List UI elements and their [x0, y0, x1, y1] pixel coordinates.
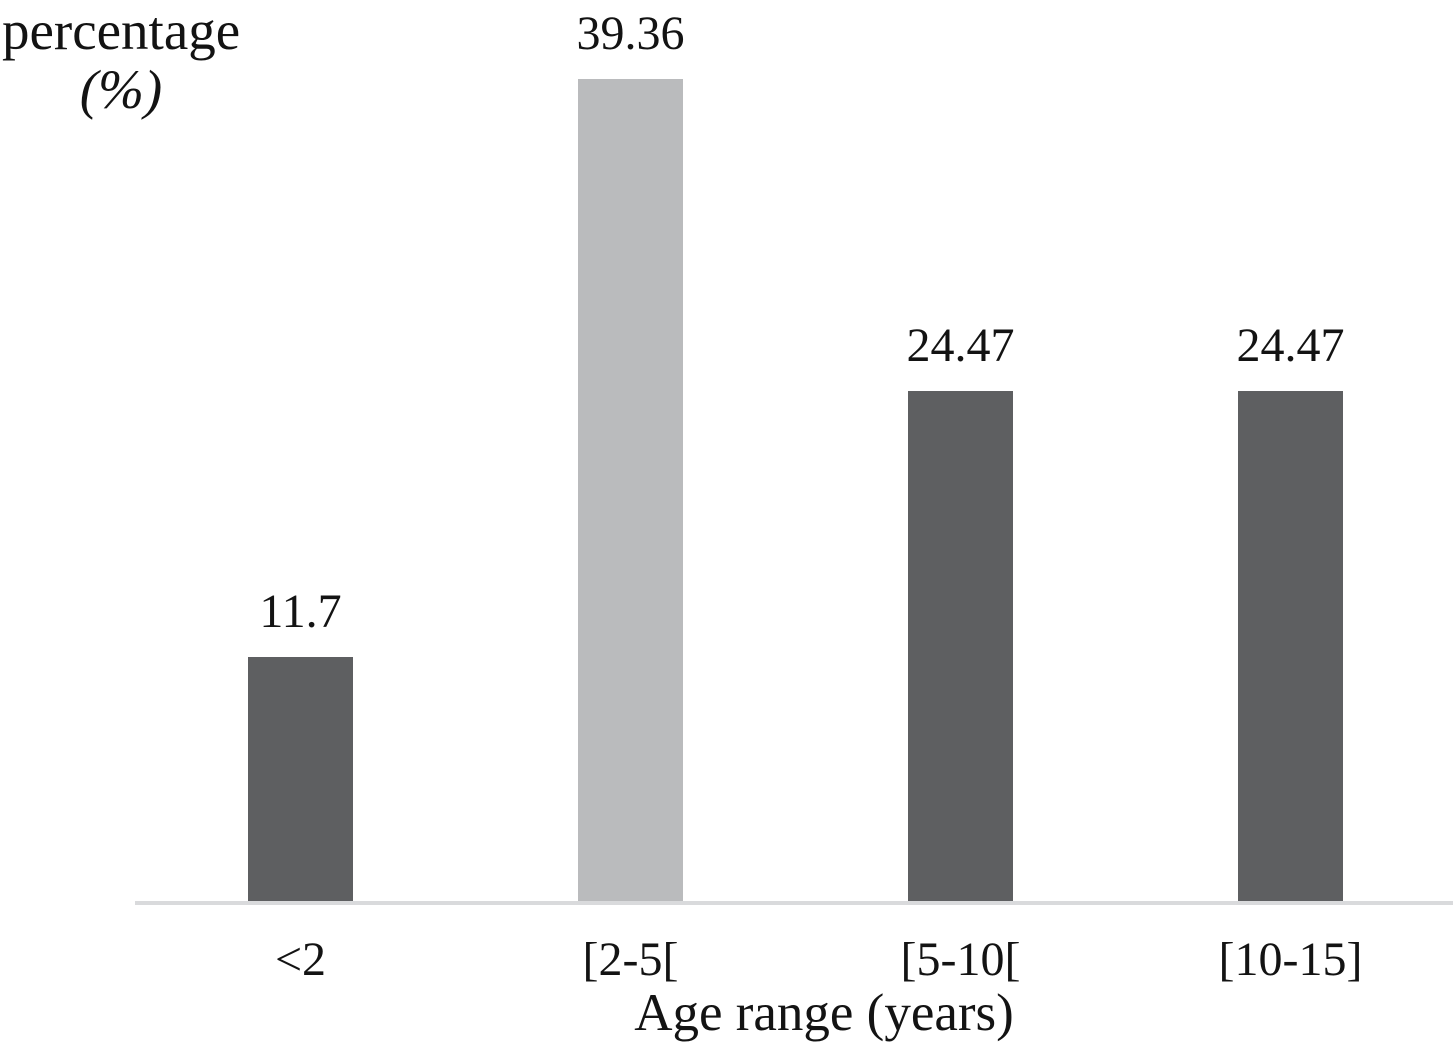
x-tick-label: <2 — [274, 933, 327, 986]
x-axis-line — [135, 901, 1453, 905]
bar — [248, 657, 353, 902]
bar-value-label: 24.47 — [906, 319, 1015, 373]
bar — [908, 391, 1013, 902]
bar-value-label: 39.36 — [576, 7, 685, 61]
y-axis-label-unit: (%) — [79, 58, 163, 120]
x-tick-label: [5-10[ — [900, 933, 1021, 986]
x-tick-label: [2-5[ — [582, 933, 679, 986]
y-axis-label-line1: percentage — [2, 0, 241, 61]
y-axis-label: percentage (%) — [2, 0, 241, 120]
bar — [1238, 391, 1343, 902]
bar-value-label: 24.47 — [1236, 319, 1345, 373]
bar — [578, 79, 683, 902]
bar-value-label: 11.7 — [259, 585, 342, 639]
x-axis-title: Age range (years) — [634, 984, 1014, 1042]
x-tick-label: [10-15] — [1218, 933, 1363, 986]
